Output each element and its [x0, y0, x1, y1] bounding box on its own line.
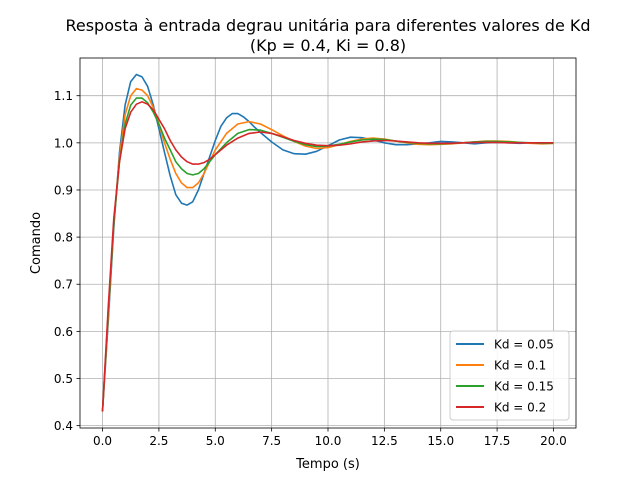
x-tick-label: 2.5	[149, 434, 168, 448]
legend-frame	[449, 330, 570, 421]
legend: Kd = 0.05 Kd = 0.1 Kd = 0.15 Kd = 0.2	[449, 330, 570, 421]
x-tick-label: 15.0	[427, 434, 454, 448]
legend-label-1: Kd = 0.05	[494, 338, 554, 352]
chart-subtitle: (Kp = 0.4, Ki = 0.8)	[250, 36, 406, 55]
legend-label-4: Kd = 0.2	[494, 401, 546, 415]
x-tick-label: 7.5	[262, 434, 281, 448]
plot-lines	[101, 73, 554, 412]
y-tick-label: 0.7	[54, 278, 73, 292]
x-tick-label: 12.5	[371, 434, 398, 448]
series-line-4	[101, 101, 554, 412]
x-tick-label: 10.0	[315, 434, 342, 448]
y-tick-label: 0.8	[54, 231, 73, 245]
x-axis-label: Tempo (s)	[295, 457, 360, 472]
legend-label-2: Kd = 0.1	[494, 359, 546, 373]
y-axis-label: Comando	[29, 212, 44, 274]
y-tick-label: 0.5	[54, 372, 73, 386]
y-tick-label: 0.4	[54, 419, 73, 433]
x-tick-label: 20.0	[540, 434, 567, 448]
x-tick-label: 0.0	[93, 434, 112, 448]
axis-ticks: 0.0 2.5 5.0 7.5 10.0 12.5 15.0 17.5 20.0 0.4 0.5 0.…	[54, 89, 567, 448]
y-tick-label: 1.1	[54, 89, 73, 103]
plot-frame	[79, 57, 577, 429]
series-line-1	[101, 73, 554, 412]
x-tick-label: 5.0	[206, 434, 225, 448]
y-tick-label: 1.0	[54, 136, 73, 150]
legend-label-3: Kd = 0.15	[494, 380, 554, 394]
y-tick-label: 0.6	[54, 325, 73, 339]
x-tick-label: 17.5	[484, 434, 511, 448]
y-tick-label: 0.9	[54, 183, 73, 197]
chart-title: Resposta à entrada degrau unitária para …	[65, 16, 590, 35]
